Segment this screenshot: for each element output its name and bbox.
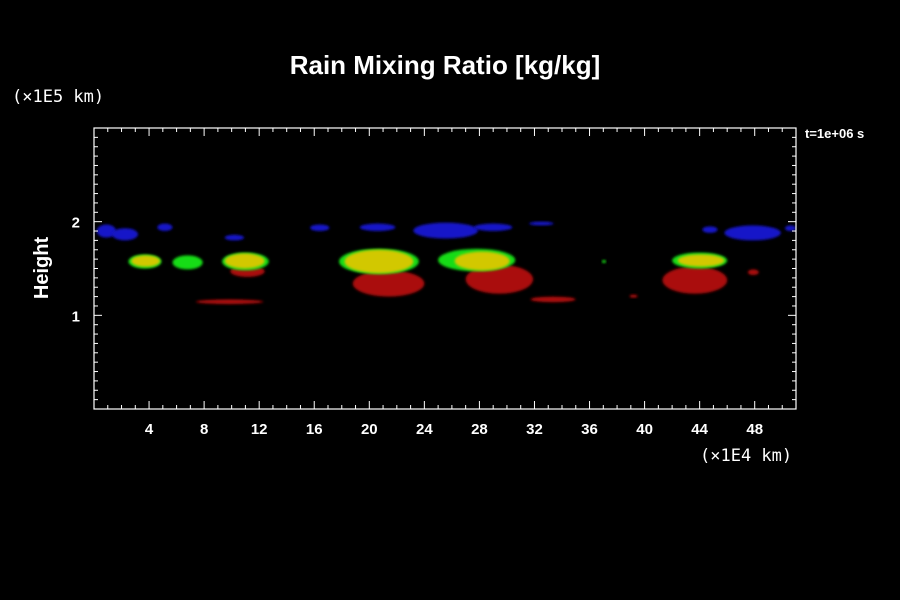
x-axis-unit: (×1E4 km) [700, 446, 792, 466]
region-blue-9 [702, 226, 718, 233]
region-red-19 [747, 269, 759, 276]
region-blue-3 [224, 234, 245, 241]
x-tick-label: 8 [200, 421, 208, 438]
y-tick-label: 2 [72, 215, 80, 232]
region-red-14 [352, 270, 425, 297]
axis-ticks [94, 128, 796, 409]
region-yellow-29 [344, 249, 414, 274]
region-yellow-28 [224, 253, 265, 269]
region-blue-6 [413, 222, 479, 239]
x-tick-label: 44 [691, 421, 708, 438]
x-tick-label: 48 [746, 421, 763, 438]
region-red-15 [465, 264, 534, 294]
region-blue-10 [724, 225, 781, 241]
chart-title: Rain Mixing Ratio [kg/kg] [290, 50, 601, 80]
x-tick-label: 20 [361, 421, 378, 438]
region-blue-2 [157, 223, 173, 232]
region-blue-11 [784, 225, 796, 232]
time-label: t=1e+06 s [805, 126, 864, 141]
x-tick-label: 16 [306, 421, 323, 438]
y-axis-label: Height [31, 237, 53, 300]
x-tick-label: 24 [416, 421, 433, 438]
region-blue-8 [528, 221, 554, 226]
region-red-16 [530, 296, 576, 303]
region-blue-5 [359, 223, 396, 232]
x-tick-label: 28 [471, 421, 488, 438]
region-red-18 [662, 266, 728, 294]
y-axis-unit: (×1E5 km) [12, 87, 104, 107]
region-yellow-31 [677, 254, 725, 267]
region-yellow-30 [454, 251, 510, 271]
region-red-12 [195, 299, 264, 305]
region-green-25 [601, 259, 607, 263]
x-tick-label: 36 [581, 421, 598, 438]
x-tick-label: 4 [145, 421, 154, 438]
x-tick-label: 40 [636, 421, 653, 438]
region-red-17 [629, 294, 638, 298]
x-tick-label: 12 [251, 421, 268, 438]
region-blue-4 [310, 224, 330, 232]
region-yellow-27 [131, 255, 161, 267]
region-green-21 [172, 255, 203, 270]
y-tick-label: 1 [72, 308, 80, 325]
region-blue-1 [111, 228, 139, 241]
x-tick-label: 32 [526, 421, 543, 438]
contour-regions [96, 221, 796, 305]
region-blue-7 [473, 223, 513, 232]
region-blue-0 [96, 224, 117, 238]
